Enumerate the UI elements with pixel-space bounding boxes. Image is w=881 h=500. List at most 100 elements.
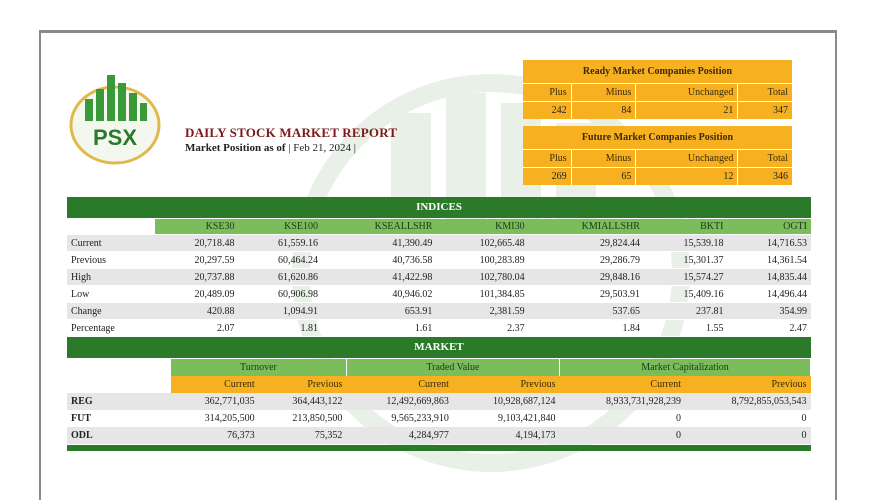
index-cell: 1.84 — [528, 319, 644, 337]
market-subheader: Previous — [684, 376, 811, 393]
row-label: FUT — [71, 413, 91, 424]
logo-text: PSX — [93, 125, 137, 150]
future-minus-label: Minus — [570, 149, 636, 168]
index-column-kmi30: KMI30 — [436, 219, 529, 235]
market-group-market-capitalization: Market Capitalization — [559, 359, 811, 376]
index-cell: 102,665.48 — [436, 234, 529, 252]
market-row-odl: ODL 76,373 75,352 4,284,977 4,194,173 0 0 — [67, 427, 811, 444]
indices-column-headers: KSE30 KSE100 KSEALLSHR KMI30 KMIALLSHR BKTI OG… — [67, 219, 811, 235]
indices-table: KSE30 KSE100 KSEALLSHR KMI30 KMIALLSHR BKTI OG… — [67, 219, 811, 337]
market-group-headers: Turnover Traded Value Market Capitalizatio… — [67, 359, 811, 376]
index-cell: 1.81 — [238, 319, 322, 337]
indices-row-percentage: Percentage 2.07 1.81 1.61 2.37 1.84 1.55 2.47 — [67, 319, 811, 337]
ready-total-label: Total — [737, 83, 792, 102]
index-cell: 20,489.09 — [155, 285, 239, 303]
index-cell: 537.65 — [528, 302, 644, 320]
market-subheader: Current — [559, 376, 685, 393]
index-cell: 15,301.37 — [643, 251, 728, 269]
index-cell: 60,906.98 — [238, 285, 322, 303]
ready-unchanged-value: 21 — [635, 101, 738, 119]
future-market-title: Future Market Companies Position — [581, 132, 734, 143]
index-column-kse30: KSE30 — [155, 219, 239, 235]
market-cell: 213,850,500 — [292, 413, 343, 424]
index-cell: 20,718.48 — [155, 234, 239, 252]
row-label: Low — [67, 285, 155, 303]
future-market-position: Future Market Companies Position Plus Mi… — [523, 126, 792, 185]
market-cell: 0 — [684, 427, 811, 444]
index-cell: 1,094.91 — [238, 302, 322, 320]
ready-market-position: Ready Market Companies Position Plus Min… — [523, 60, 792, 119]
index-cell: 20,737.88 — [155, 268, 239, 286]
index-cell: 653.91 — [321, 302, 437, 320]
index-cell: 61,620.86 — [238, 268, 322, 286]
market-cell: 8,792,855,053,543 — [684, 393, 811, 410]
future-unchanged-value: 12 — [635, 167, 738, 185]
indices-row-previous: Previous 20,297.59 60,464.24 40,736.58 100,2… — [67, 251, 811, 269]
index-cell: 15,574.27 — [643, 268, 728, 286]
index-cell: 41,390.49 — [321, 234, 437, 252]
indices-header: INDICES — [67, 197, 811, 218]
index-cell: 40,736.58 — [321, 251, 437, 269]
index-cell: 2.37 — [436, 319, 529, 337]
report-page: PSX DAILY STOCK MARKET REPORT Market Pos… — [39, 30, 837, 500]
future-plus-label: Plus — [523, 149, 572, 168]
indices-row-change: Change 420.88 1,094.91 653.91 2,381.59 537.65… — [67, 302, 811, 320]
index-cell: 15,539.18 — [643, 234, 728, 252]
index-cell: 420.88 — [155, 302, 239, 320]
index-column-bkti: BKTI — [643, 219, 728, 235]
market-subheader: Current — [171, 376, 259, 393]
row-label: Previous — [67, 251, 155, 269]
market-cell: 0 — [559, 427, 685, 444]
index-cell: 29,286.79 — [528, 251, 644, 269]
indices-row-low: Low 20,489.09 60,906.98 40,946.02 101,384.85… — [67, 285, 811, 303]
row-label: Change — [67, 302, 155, 320]
index-cell: 1.55 — [643, 319, 728, 337]
index-cell: 102,780.04 — [436, 268, 529, 286]
market-cell: 314,205,500 — [204, 413, 255, 424]
future-total-label: Total — [737, 149, 792, 168]
market-corner-sub — [67, 376, 171, 393]
index-cell: 14,835.44 — [727, 268, 811, 286]
market-table: Turnover Traded Value Market Capitalizatio… — [67, 359, 811, 444]
market-cell: 0 — [675, 413, 681, 424]
index-cell: 2.47 — [727, 319, 811, 337]
market-cell: 9,103,421,840 — [498, 413, 556, 424]
index-cell: 20,297.59 — [155, 251, 239, 269]
market-cell: 0 — [801, 413, 807, 424]
index-cell: 2.07 — [155, 319, 239, 337]
index-column-kse100: KSE100 — [238, 219, 322, 235]
market-cell: 75,352 — [258, 427, 347, 444]
market-cell: 8,933,731,928,239 — [559, 393, 685, 410]
ready-plus-value: 242 — [523, 101, 572, 119]
market-row-fut: FUT 314,205,500 213,850,500 9,565,233,910 9,… — [67, 410, 811, 427]
ready-plus-label: Plus — [523, 83, 572, 102]
index-cell: 101,384.85 — [436, 285, 529, 303]
future-minus-value: 65 — [570, 167, 636, 185]
market-subheader: Previous — [258, 376, 347, 393]
index-column-ogti: OGTI — [727, 219, 811, 235]
indices-corner — [67, 219, 155, 235]
index-cell: 1.61 — [321, 319, 437, 337]
market-group-turnover: Turnover — [171, 359, 347, 376]
index-cell: 15,409.16 — [643, 285, 728, 303]
market-cell: 4,284,977 — [346, 427, 453, 444]
row-label: Percentage — [67, 319, 155, 337]
report-date: | Feb 21, 2024 | — [288, 142, 356, 154]
market-cell: 364,443,122 — [258, 393, 347, 410]
market-cell: 9,565,233,910 — [391, 413, 449, 424]
index-cell: 61,559.16 — [238, 234, 322, 252]
report-title: DAILY STOCK MARKET REPORT — [185, 125, 398, 140]
index-cell: 14,496.44 — [727, 285, 811, 303]
row-label: High — [67, 268, 155, 286]
index-cell: 29,503.91 — [528, 285, 644, 303]
index-cell: 29,824.44 — [528, 234, 644, 252]
market-cell: 362,771,035 — [171, 393, 259, 410]
index-column-kseallshr: KSEALLSHR — [321, 219, 437, 235]
market-subheader: Current — [346, 376, 453, 393]
market-cell: 12,492,669,863 — [346, 393, 453, 410]
index-cell: 60,464.24 — [238, 251, 322, 269]
future-plus-value: 269 — [523, 167, 572, 185]
ready-minus-value: 84 — [570, 101, 636, 119]
index-cell: 2,381.59 — [436, 302, 529, 320]
indices-row-high: High 20,737.88 61,620.86 41,422.98 102,780.0… — [67, 268, 811, 286]
